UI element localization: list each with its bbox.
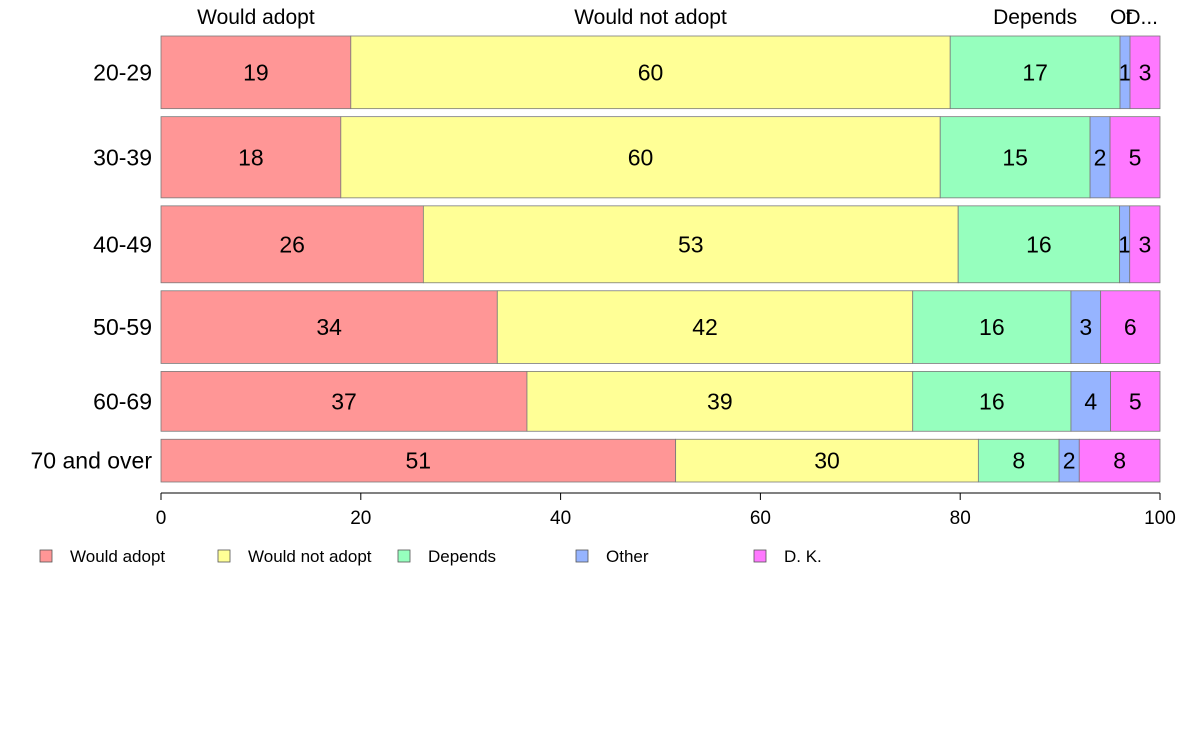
data-label: 2 [1094,144,1107,170]
legend-swatch [39,549,53,563]
top-series-label: Ot [1110,6,1132,29]
data-label: 42 [692,314,718,340]
x-tick-label: 20 [350,508,371,529]
category-label: 60-69 [93,388,152,414]
data-label: 60 [638,59,664,85]
top-series-label: Depends [993,6,1077,29]
bar-segment [526,371,914,432]
legend-swatch [397,549,411,563]
category-label: 30-39 [93,144,152,170]
category-label: 70 and over [31,448,153,474]
bar-segment [675,438,979,483]
bar-segment [1078,438,1161,483]
data-label: 8 [1113,448,1126,474]
data-label: 3 [1079,314,1092,340]
bar-segment [160,35,352,110]
legend-label: Depends [428,547,496,566]
bar-segment [160,438,677,483]
data-label: 16 [1026,231,1052,257]
data-label: 51 [406,448,432,474]
data-label: 8 [1012,448,1025,474]
bar-segment [340,116,941,199]
data-label: 19 [243,59,269,85]
bar-segment [939,116,1091,199]
data-label: 26 [279,231,305,257]
legend-swatch [217,549,231,563]
bar-segment [160,116,342,199]
top-series-label: Would adopt [197,6,315,29]
bar-segment [496,290,914,364]
top-series-label: D... [1125,6,1158,29]
legend-swatch [575,549,589,563]
bar-segment [912,290,1072,364]
data-label: 34 [316,314,342,340]
legend-label: Would not adopt [248,547,372,566]
x-tick-label: 40 [550,508,571,529]
bar-segment [1129,35,1161,110]
data-label: 18 [238,144,264,170]
data-label: 60 [628,144,654,170]
legend-label: Would adopt [70,547,165,566]
bar-segment [912,371,1072,432]
data-label: 16 [979,314,1005,340]
data-label: 3 [1138,231,1151,257]
data-label: 15 [1002,144,1028,170]
data-label: 53 [678,231,704,257]
bar-segment [957,205,1121,284]
data-label: 37 [331,388,357,414]
bar-segment [1100,290,1161,364]
bar-segment [977,438,1060,483]
data-label: 6 [1124,314,1137,340]
bar-segment [160,205,424,284]
bar-segment [1110,371,1161,432]
data-label: 17 [1022,59,1048,85]
data-label: 5 [1129,144,1142,170]
data-label: 39 [707,388,733,414]
x-tick-label: 100 [1144,508,1176,529]
bar-segment [1109,116,1161,199]
bar-segment [422,205,959,284]
legend-swatch [753,549,767,563]
bar-segment [350,35,951,110]
legend-label: Other [606,547,649,566]
x-tick-label: 0 [156,508,167,529]
data-label: 2 [1063,448,1076,474]
bar-segment [1070,290,1102,364]
data-label: 30 [814,448,840,474]
x-tick-label: 80 [950,508,971,529]
data-label: 5 [1129,388,1142,414]
bar-segment [1129,205,1161,284]
legend-label: D. K. [784,547,822,566]
bar-segment [160,371,528,432]
category-label: 20-29 [93,59,152,85]
data-label: 16 [979,388,1005,414]
category-label: 40-49 [93,231,152,257]
data-label: 3 [1139,59,1152,85]
data-label: 1 [1118,231,1131,257]
category-label: 50-59 [93,314,152,340]
top-series-label: Would not adopt [574,6,727,29]
x-tick-label: 60 [750,508,771,529]
bar-segment [949,35,1121,110]
data-label: 4 [1084,388,1097,414]
bar-segment [160,290,498,364]
data-label: 1 [1119,59,1132,85]
